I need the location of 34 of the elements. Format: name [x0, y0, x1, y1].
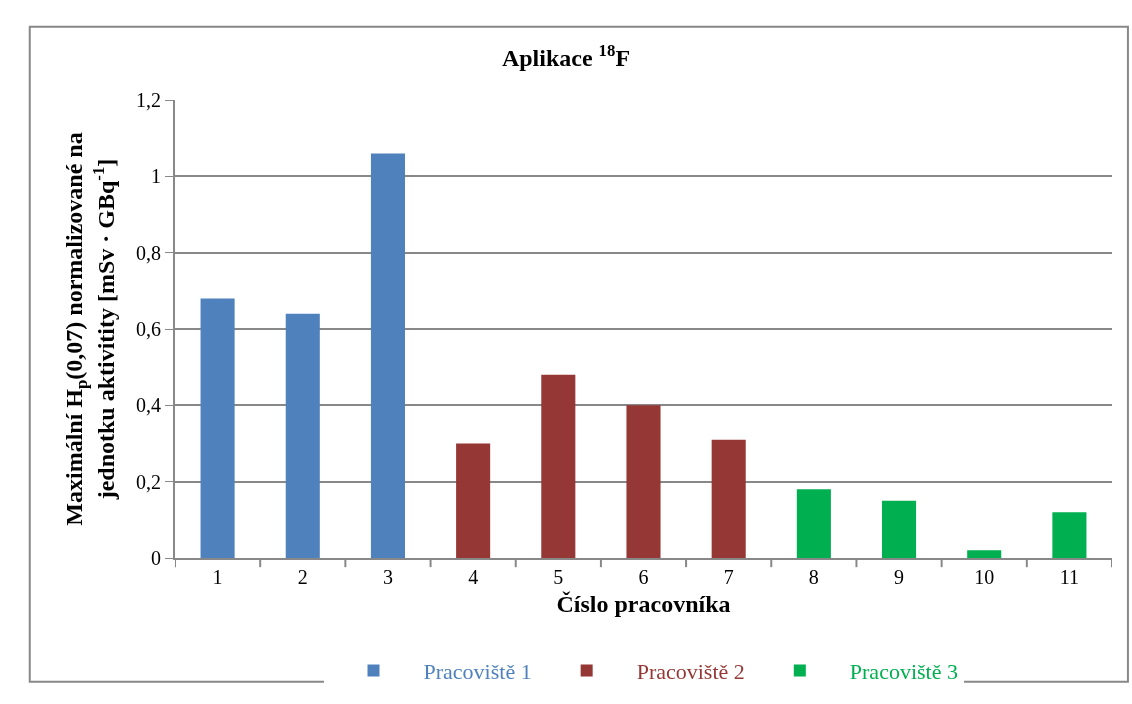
bar: [541, 374, 576, 558]
x-tick-label: 11: [1059, 566, 1080, 588]
x-tick-label: 10: [974, 566, 995, 588]
y-tick-label: 0,4: [136, 394, 161, 417]
x-tick-label: 5: [553, 566, 564, 588]
legend-label: Pracoviště 1: [423, 658, 532, 684]
bar: [456, 443, 491, 558]
bar: [882, 500, 917, 558]
x-tick-label: 6: [638, 566, 649, 588]
bar: [1052, 512, 1087, 558]
x-tick-label: 9: [894, 566, 905, 588]
y-tick-label: 0,8: [136, 241, 161, 264]
y-tick-label: 1,2: [136, 89, 161, 111]
x-tick-label: 2: [297, 566, 308, 588]
legend-label: Pracoviště 3: [849, 658, 958, 684]
bar: [200, 298, 235, 558]
chart-title: Aplikace $^{18}$F: [501, 41, 631, 72]
x-axis-title: Číslo pracovníka: [556, 590, 731, 617]
bar: [626, 405, 661, 558]
x-tick-label: 8: [808, 566, 819, 588]
y-tick-label: 1: [151, 165, 161, 188]
x-tick-label: 3: [382, 566, 393, 588]
bar: [796, 489, 831, 558]
bar: [967, 550, 1002, 558]
x-tick-label: 7: [723, 566, 734, 588]
x-tick-label: 1: [212, 566, 223, 588]
y-tick-label: 0,6: [136, 318, 161, 340]
bar: [285, 313, 320, 558]
legend-label: Pracoviště 2: [636, 658, 745, 684]
y-tick-label: 0: [151, 547, 161, 569]
bar: [711, 439, 746, 558]
x-tick-label: 4: [468, 566, 479, 588]
bar: [370, 153, 405, 558]
y-tick-label: 0,2: [136, 470, 161, 493]
